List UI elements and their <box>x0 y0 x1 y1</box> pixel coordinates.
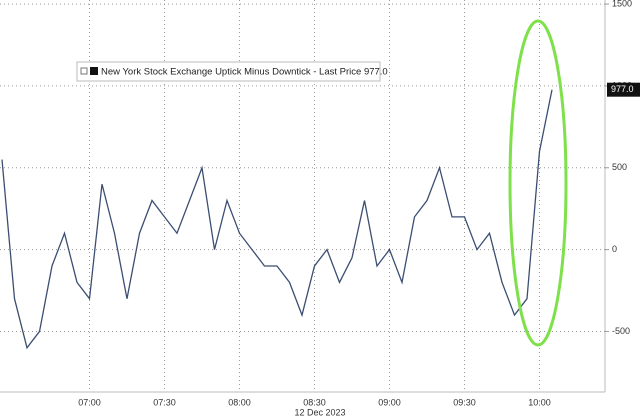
x-tick-label: 07:30 <box>153 397 176 407</box>
legend-swatch <box>90 67 98 75</box>
highlight-ellipse <box>508 19 568 347</box>
x-tick-label: 08:00 <box>228 397 251 407</box>
last-price-label: 977.0 <box>611 84 634 94</box>
x-tick-label: 09:00 <box>378 397 401 407</box>
x-tick-label: 10:00 <box>528 397 551 407</box>
y-tick-label: -500 <box>612 326 630 336</box>
last-price-tag <box>607 82 640 97</box>
x-tick-label: 09:30 <box>453 397 476 407</box>
x-tick-label: 07:00 <box>78 397 101 407</box>
x-tick-label: 08:30 <box>303 397 326 407</box>
series-line <box>1 89 553 350</box>
grid <box>0 0 605 392</box>
legend: New York Stock Exchange Uptick Minus Dow… <box>76 61 388 82</box>
x-axis-label: 12 Dec 2023 <box>294 407 345 417</box>
y-tick-label: 1500 <box>612 0 632 8</box>
legend-label: New York Stock Exchange Uptick Minus Dow… <box>101 67 388 78</box>
plot-area <box>1 89 553 350</box>
legend-box <box>76 61 381 82</box>
legend-toggle <box>80 67 88 75</box>
y-tick-label: 500 <box>612 162 627 172</box>
y-tick-label: 0 <box>612 244 617 254</box>
